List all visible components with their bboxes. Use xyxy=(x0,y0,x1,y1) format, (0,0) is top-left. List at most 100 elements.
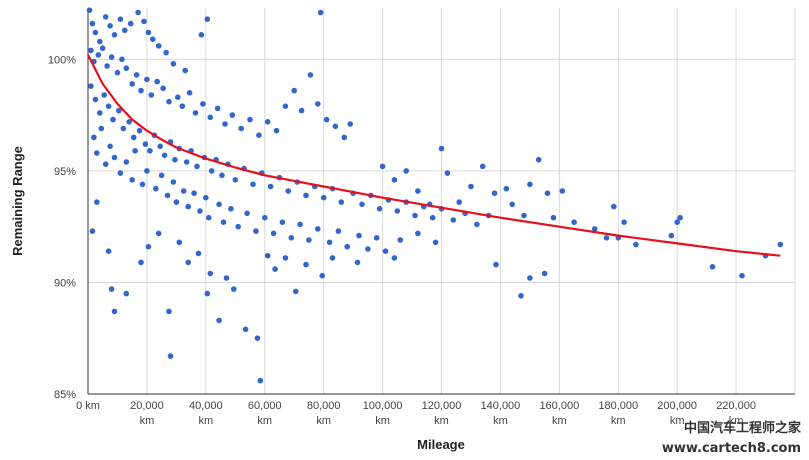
data-point xyxy=(89,20,96,27)
data-point xyxy=(94,150,100,156)
data-point xyxy=(503,185,510,192)
data-point xyxy=(175,94,181,100)
data-point xyxy=(117,170,124,176)
data-point xyxy=(150,36,156,42)
data-point xyxy=(86,7,93,13)
data-point xyxy=(142,141,149,147)
data-point xyxy=(216,317,222,324)
data-point xyxy=(145,243,152,250)
y-tick-label: 85% xyxy=(54,389,76,401)
y-tick-label: 100% xyxy=(48,54,76,66)
x-tick-unit: km xyxy=(729,415,744,427)
data-point xyxy=(200,101,206,107)
data-point xyxy=(207,270,214,277)
data-point xyxy=(544,190,551,196)
data-point xyxy=(591,226,598,232)
data-point xyxy=(521,212,527,219)
data-point xyxy=(97,38,103,45)
y-tick-labels: 85% 90% 95% 100% xyxy=(48,54,76,401)
data-point xyxy=(198,32,205,38)
data-point xyxy=(99,45,106,51)
data-point xyxy=(89,228,96,234)
data-point xyxy=(344,243,351,250)
data-point xyxy=(130,134,137,141)
data-point xyxy=(267,183,274,190)
data-point xyxy=(257,377,264,384)
data-point xyxy=(97,110,103,116)
data-point xyxy=(332,123,339,130)
data-point xyxy=(123,290,130,297)
data-point xyxy=(145,29,152,36)
data-point xyxy=(228,206,234,212)
x-tick-label: 80,000 xyxy=(307,400,341,412)
data-point xyxy=(256,132,262,138)
data-point xyxy=(197,208,203,214)
data-point xyxy=(107,23,113,29)
data-point xyxy=(122,27,128,34)
data-point xyxy=(207,114,214,121)
data-point xyxy=(297,221,303,228)
data-point xyxy=(114,69,121,76)
data-point xyxy=(468,183,474,190)
data-point xyxy=(247,116,253,123)
x-tick-unit: km xyxy=(198,415,213,427)
data-point xyxy=(474,221,480,228)
data-point xyxy=(148,92,155,98)
data-point xyxy=(403,168,410,174)
data-point xyxy=(172,156,178,163)
data-point xyxy=(180,188,187,194)
data-point xyxy=(111,32,118,38)
data-point xyxy=(621,219,627,225)
data-point xyxy=(315,101,321,107)
data-point xyxy=(195,250,202,257)
data-point xyxy=(354,259,361,266)
data-point xyxy=(185,203,191,210)
data-point xyxy=(527,275,533,281)
data-point xyxy=(116,107,122,114)
data-point xyxy=(264,252,271,259)
data-point xyxy=(270,230,277,237)
data-point xyxy=(429,214,436,221)
gridlines xyxy=(88,8,796,395)
data-point xyxy=(303,192,309,199)
data-point xyxy=(220,219,227,225)
data-point xyxy=(120,125,127,132)
x-tick-label: 160,000 xyxy=(539,400,579,412)
data-point xyxy=(144,76,150,83)
data-point xyxy=(491,190,498,196)
data-point xyxy=(88,83,94,89)
data-point xyxy=(341,134,348,141)
trendline-group xyxy=(87,54,781,257)
data-point xyxy=(160,85,166,92)
data-point xyxy=(668,232,675,239)
data-point xyxy=(105,248,112,254)
data-point xyxy=(365,246,371,252)
data-point xyxy=(376,206,383,212)
data-point xyxy=(161,152,168,159)
data-point xyxy=(335,228,342,234)
data-point xyxy=(559,188,566,194)
data-point xyxy=(155,43,162,49)
data-point xyxy=(129,177,135,183)
data-point xyxy=(282,103,289,109)
x-tick-unit: km xyxy=(140,415,155,427)
data-point xyxy=(204,290,211,297)
data-point xyxy=(135,9,141,16)
data-point xyxy=(104,63,110,69)
data-point xyxy=(179,103,186,109)
data-point xyxy=(262,214,268,221)
data-point xyxy=(108,286,115,292)
data-point xyxy=(633,241,639,248)
data-point xyxy=(317,9,324,16)
data-point xyxy=(102,14,109,20)
data-point xyxy=(141,18,147,25)
data-point xyxy=(111,308,118,315)
data-points xyxy=(86,7,784,384)
x-tick-label: 140,000 xyxy=(481,400,521,412)
data-point xyxy=(129,81,135,87)
data-point xyxy=(323,116,330,123)
data-point xyxy=(91,134,97,141)
data-point xyxy=(391,177,398,183)
x-tick-label: 220,000 xyxy=(716,400,756,412)
data-point xyxy=(253,228,259,234)
